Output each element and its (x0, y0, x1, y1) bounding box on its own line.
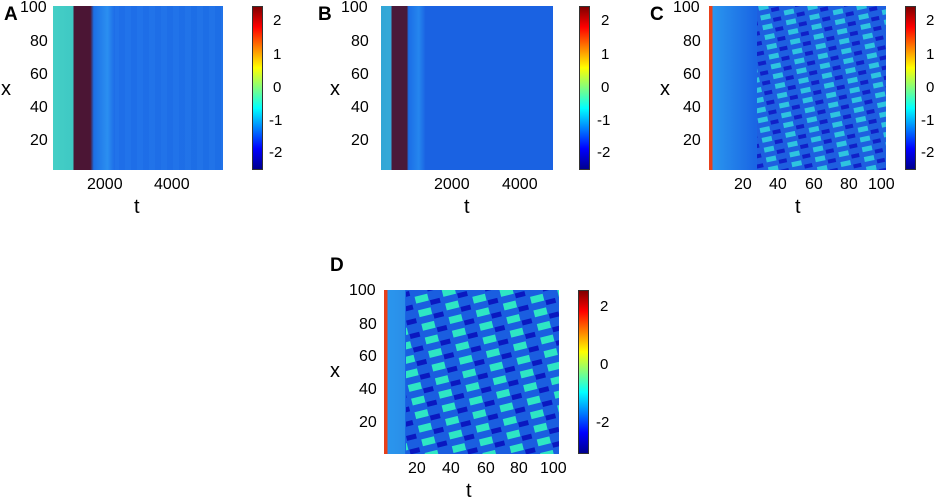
y-tick-label: 20 (30, 132, 48, 149)
x-tick-label: 2000 (87, 176, 123, 193)
colorbar-tick: 0 (926, 79, 935, 96)
colorbar-tick: -1 (921, 112, 935, 129)
y-tick-label: 40 (683, 99, 701, 116)
x-tick-label: 100 (868, 176, 895, 193)
y-tick-label: 40 (359, 381, 377, 398)
colorbar-a (252, 6, 263, 170)
x-axis-label: t (795, 196, 801, 218)
colorbar-tick: -2 (597, 144, 611, 161)
x-axis-label: t (134, 196, 140, 218)
x-axis-label: t (464, 196, 470, 218)
x-tick-label: 80 (510, 460, 528, 477)
y-axis-label: x (1, 78, 11, 100)
colorbar-tick: -2 (921, 144, 935, 161)
y-tick-label: 80 (30, 33, 48, 50)
colorbar-tick: 2 (926, 12, 935, 29)
y-tick-label: 40 (30, 99, 48, 116)
colorbar-tick: 1 (273, 46, 282, 63)
x-tick-label: 100 (540, 460, 567, 477)
colorbar-tick: 0 (273, 79, 282, 96)
y-tick-label: 100 (20, 0, 47, 16)
y-tick-label: 60 (351, 66, 369, 83)
y-tick-label: 40 (351, 99, 369, 116)
colorbar-tick: -1 (269, 112, 283, 129)
colorbar-d (578, 290, 589, 454)
x-tick-label: 2000 (434, 176, 470, 193)
y-tick-label: 80 (359, 316, 377, 333)
y-axis-label: x (330, 360, 340, 382)
colorbar-tick: 0 (601, 79, 610, 96)
x-axis-label: t (466, 480, 472, 502)
panel-label-c: C (650, 4, 664, 25)
colorbar-tick: 1 (601, 46, 610, 63)
y-tick-label: 20 (683, 132, 701, 149)
y-tick-label: 60 (30, 66, 48, 83)
colorbar-tick: 2 (273, 12, 282, 29)
heatmap-b (381, 6, 553, 170)
panel-label-d: D (330, 255, 344, 276)
y-tick-label: 60 (359, 348, 377, 365)
x-tick-label: 60 (805, 176, 823, 193)
x-tick-label: 60 (477, 460, 495, 477)
heatmap-c (709, 6, 886, 170)
colorbar-tick: 1 (926, 46, 935, 63)
y-tick-label: 100 (341, 0, 368, 16)
y-tick-label: 20 (351, 132, 369, 149)
colorbar-tick: -2 (269, 144, 283, 161)
colorbar-tick: 2 (601, 12, 610, 29)
colorbar-b (579, 6, 590, 170)
y-tick-label: 60 (683, 66, 701, 83)
y-tick-label: 100 (673, 0, 700, 16)
x-tick-label: 40 (769, 176, 787, 193)
x-tick-label: 20 (408, 460, 426, 477)
panel-label-b: B (318, 4, 332, 25)
colorbar-tick: 2 (600, 298, 609, 315)
y-tick-label: 80 (683, 33, 701, 50)
x-tick-label: 80 (840, 176, 858, 193)
y-axis-label: x (660, 78, 670, 100)
y-axis-label: x (330, 78, 340, 100)
heatmap-d (384, 290, 559, 454)
colorbar-tick: -2 (596, 414, 610, 431)
x-tick-label: 40 (442, 460, 460, 477)
x-tick-label: 20 (734, 176, 752, 193)
panel-label-a: A (4, 4, 18, 25)
colorbar-tick: 0 (600, 356, 609, 373)
y-tick-label: 80 (351, 33, 369, 50)
colorbar-tick: -1 (597, 112, 611, 129)
y-tick-label: 100 (349, 282, 376, 299)
y-tick-label: 20 (359, 414, 377, 431)
heatmap-a (53, 6, 223, 170)
colorbar-c (905, 6, 916, 170)
x-tick-label: 4000 (502, 176, 538, 193)
x-tick-label: 4000 (154, 176, 190, 193)
